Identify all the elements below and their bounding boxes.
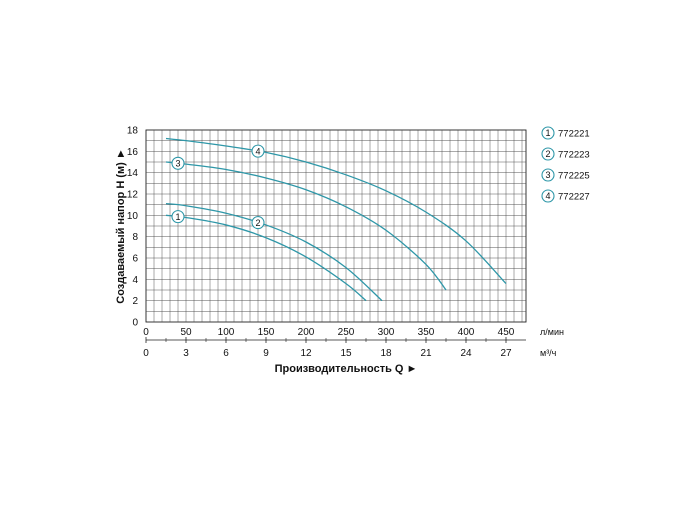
curve-marker-circle	[171, 156, 185, 170]
x-axis-title: Производительность Q ►	[275, 363, 418, 375]
curve-marker-2: 2	[251, 216, 265, 230]
y-tick-label: 6	[132, 254, 138, 265]
x2-tick-label: 15	[340, 348, 352, 359]
grid	[146, 130, 526, 322]
x-tick-label: 50	[180, 327, 192, 338]
legend-marker-circle	[541, 147, 555, 161]
y-tick-label: 4	[132, 275, 138, 286]
y-tick-label: 12	[127, 190, 139, 201]
curve-marker-number: 4	[255, 146, 260, 156]
x-tick-label: 100	[218, 327, 235, 338]
x2-tick-label: 12	[300, 348, 312, 359]
legend-label: 772225	[558, 171, 590, 182]
x-tick-label: 250	[338, 327, 355, 338]
y-tick-label: 18	[127, 126, 139, 137]
x2-tick-label: 27	[500, 348, 512, 359]
x2-tick-label: 21	[420, 348, 432, 359]
curve-marker-number: 2	[255, 218, 260, 228]
legend-label: 772221	[558, 129, 590, 140]
x-tick-label: 350	[418, 327, 435, 338]
legend-item-772225: 3 772225	[541, 168, 590, 182]
curve-772221	[165, 214, 367, 302]
legend-item-772227: 4 772227	[541, 189, 590, 203]
curve-marker-number: 1	[175, 212, 180, 222]
x2-tick-label: 6	[223, 348, 229, 359]
curve-772225	[165, 161, 447, 291]
x-tick-label: 450	[498, 327, 515, 338]
x-unit-label: л/мин	[540, 327, 564, 337]
x-tick-label: 400	[458, 327, 475, 338]
x2-tick-label: 3	[183, 348, 189, 359]
curve-772227	[165, 137, 507, 285]
x-tick-label: 300	[378, 327, 395, 338]
legend-item-772221: 1 772221	[541, 126, 590, 140]
legend-marker-circle	[541, 168, 555, 182]
legend-item-772223: 2 772223	[541, 147, 590, 161]
y-tick-label: 14	[127, 168, 139, 179]
legend-marker-number: 4	[545, 191, 550, 201]
legend-marker-circle	[541, 189, 555, 203]
curve-marker-3: 3	[171, 156, 185, 170]
y-axis-title: Создаваемый напор Н (м) ►	[115, 148, 127, 303]
x2-tick-label: 0	[143, 348, 149, 359]
x2-tick-label: 9	[263, 348, 269, 359]
x-tick-label: 200	[298, 327, 315, 338]
curve-marker-circle	[171, 210, 185, 224]
curve-marker-circle	[251, 216, 265, 230]
legend-label: 772223	[558, 150, 590, 161]
curve-marker-4: 4	[251, 144, 265, 158]
y-tick-label: 16	[127, 147, 139, 158]
legend-marker-number: 2	[545, 149, 550, 159]
y-tick-label: 8	[132, 232, 138, 243]
curve-marker-number: 3	[175, 158, 180, 168]
x-tick-label: 150	[258, 327, 275, 338]
x2-unit-label: м³/ч	[540, 348, 557, 358]
y-tick-label: 0	[132, 318, 138, 329]
legend-marker-number: 3	[545, 170, 550, 180]
legend-marker-number: 1	[545, 128, 550, 138]
y-tick-label: 2	[132, 296, 138, 307]
curve-marker-1: 1	[171, 210, 185, 224]
y-tick-label: 10	[127, 211, 139, 222]
x2-tick-label: 24	[460, 348, 472, 359]
x2-tick-label: 18	[380, 348, 392, 359]
curve-772223	[165, 202, 383, 302]
legend-label: 772227	[558, 192, 590, 203]
curve-marker-circle	[251, 144, 265, 158]
legend-marker-circle	[541, 126, 555, 140]
x-tick-label: 0	[143, 327, 149, 338]
